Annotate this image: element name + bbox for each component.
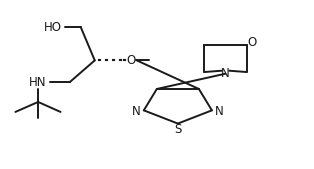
Text: N: N [132,105,140,118]
Text: HN: HN [30,76,47,89]
Text: N: N [221,67,230,80]
Text: O: O [126,54,135,67]
Text: N: N [215,105,224,118]
Text: O: O [248,37,257,50]
Text: HO: HO [44,21,62,34]
Text: S: S [174,123,181,136]
